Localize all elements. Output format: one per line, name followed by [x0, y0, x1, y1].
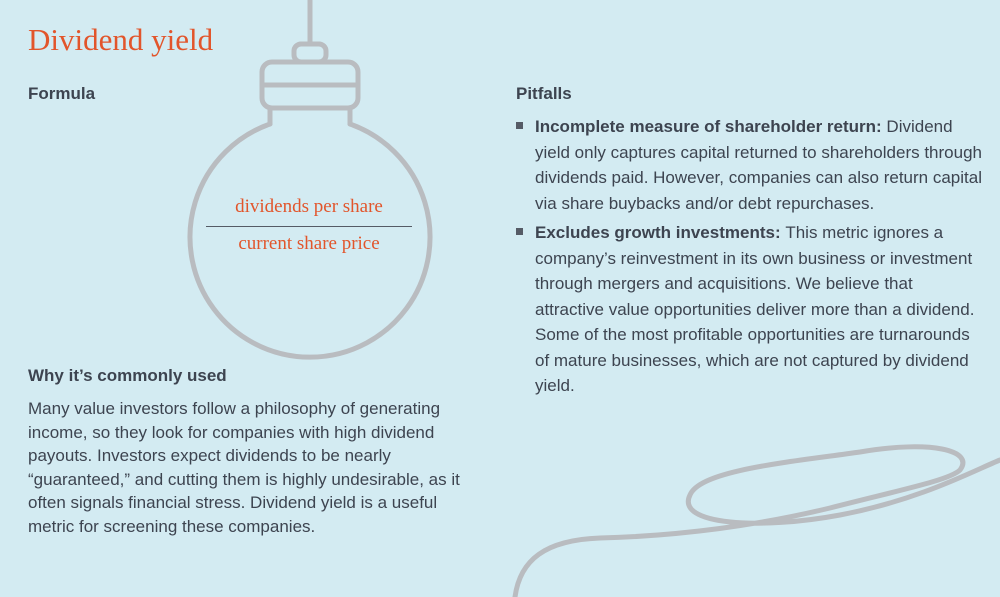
pitfall-term: Excludes growth investments: [535, 223, 786, 242]
pitfall-text: Dividend yield only captures capital ret… [535, 117, 982, 213]
bulb-globe [187, 121, 433, 360]
bullet-square-icon [516, 122, 523, 129]
fraction-bar [206, 226, 412, 227]
pitfall-text: This metric ignores a company’s reinvest… [535, 223, 975, 395]
why-heading: Why it’s commonly used [28, 366, 227, 385]
formula-numerator: dividends per share [235, 196, 383, 217]
pitfall-item: Excludes growth investments: This metric… [516, 220, 986, 399]
formula-heading: Formula [28, 84, 96, 103]
formula-denominator: current share price [238, 233, 380, 254]
pitfalls-heading: Pitfalls [516, 84, 572, 103]
why-paragraph: Many value investors follow a philosophy… [28, 399, 460, 536]
bulb-neck [267, 105, 353, 127]
pitfalls-list: Incomplete measure of shareholder return… [516, 114, 986, 403]
formula-fraction: dividends per share current share price [206, 196, 412, 255]
bullet-square-icon [516, 228, 523, 235]
pitfall-term: Incomplete measure of shareholder return… [535, 117, 887, 136]
bulb-hook [291, 41, 329, 65]
pitfall-item: Incomplete measure of shareholder return… [516, 114, 986, 216]
page-title: Dividend yield [28, 22, 214, 57]
cord-icon [512, 444, 1000, 597]
